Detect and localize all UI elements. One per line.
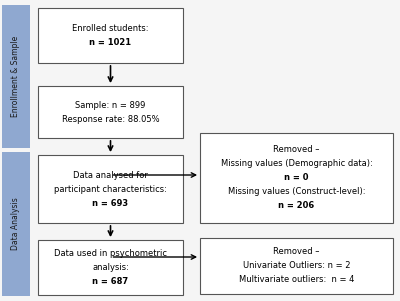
Text: Missing values (Construct-level):: Missing values (Construct-level): — [228, 188, 365, 197]
Bar — [200, 238, 393, 294]
Text: Sample: n = 899: Sample: n = 899 — [75, 101, 146, 110]
Text: Multivariate outliers:  n = 4: Multivariate outliers: n = 4 — [239, 275, 354, 284]
Bar — [38, 86, 183, 138]
Text: analysis:: analysis: — [92, 263, 129, 272]
Text: participant characteristics:: participant characteristics: — [54, 185, 167, 194]
Text: n = 1021: n = 1021 — [90, 38, 132, 47]
Text: Removed –: Removed – — [273, 145, 320, 154]
Bar — [38, 155, 183, 223]
Text: Removed –: Removed – — [273, 247, 320, 256]
Text: n = 687: n = 687 — [92, 277, 128, 286]
Text: n = 206: n = 206 — [278, 201, 315, 210]
Text: Univariate Outliers: n = 2: Univariate Outliers: n = 2 — [243, 262, 350, 271]
Bar — [38, 240, 183, 295]
Text: n = 693: n = 693 — [92, 198, 128, 207]
Text: Enrollment & Sample: Enrollment & Sample — [12, 36, 20, 117]
Text: Response rate: 88.05%: Response rate: 88.05% — [62, 114, 159, 123]
Bar — [2, 5, 30, 148]
Text: Data Analysis: Data Analysis — [12, 198, 20, 250]
Bar — [38, 8, 183, 63]
Bar — [2, 152, 30, 296]
Text: n = 0: n = 0 — [284, 173, 309, 182]
Text: Missing values (Demographic data):: Missing values (Demographic data): — [221, 160, 372, 169]
Text: Enrolled students:: Enrolled students: — [72, 24, 149, 33]
Text: Data used in psychometric: Data used in psychometric — [54, 249, 167, 258]
Bar — [200, 133, 393, 223]
Text: Data analysed for: Data analysed for — [73, 170, 148, 179]
